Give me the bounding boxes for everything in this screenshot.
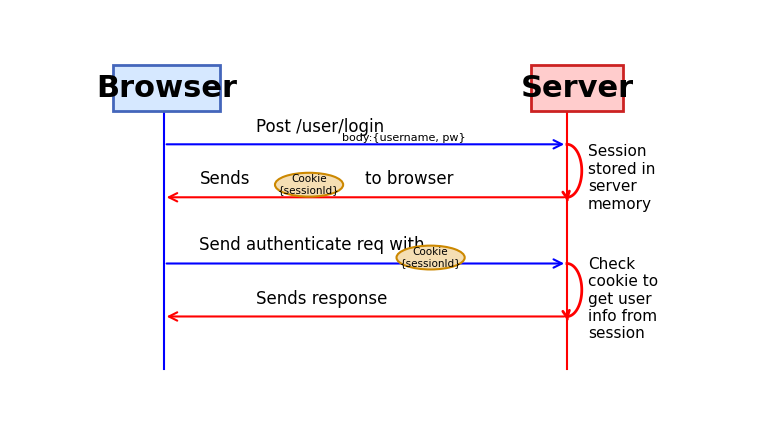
FancyBboxPatch shape [532, 65, 623, 111]
Ellipse shape [275, 173, 343, 197]
Text: Browser: Browser [96, 74, 237, 102]
Text: body:{username, pw}: body:{username, pw} [342, 132, 466, 143]
Text: Server: Server [521, 74, 634, 102]
Text: Post /user/login: Post /user/login [256, 118, 384, 136]
Text: Cookie
{sessionId}: Cookie {sessionId} [400, 247, 461, 268]
Text: Check
cookie to
get user
info from
session: Check cookie to get user info from sessi… [588, 257, 658, 341]
Text: Sends response: Sends response [256, 290, 387, 308]
Text: Cookie
{sessionId}: Cookie {sessionId} [278, 174, 340, 196]
Ellipse shape [396, 246, 464, 270]
Text: to browser: to browser [366, 170, 454, 188]
Text: Send authenticate req with: Send authenticate req with [200, 236, 425, 254]
Text: Session
stored in
server
memory: Session stored in server memory [588, 144, 655, 212]
Text: Sends: Sends [200, 170, 250, 188]
FancyBboxPatch shape [113, 65, 220, 111]
